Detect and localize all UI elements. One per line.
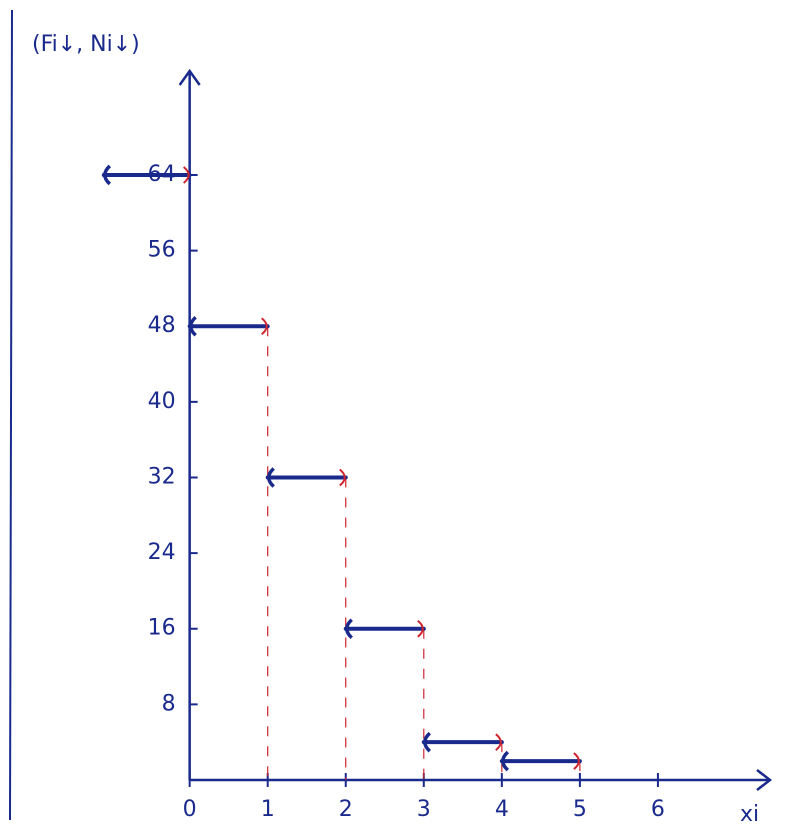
chart: (Fi↓, Ni↓) xi 8162432404856640123456	[0, 0, 795, 839]
x-axis-label: xi	[740, 802, 759, 827]
page-margin-line	[10, 10, 12, 820]
y-tick-label: 32	[148, 464, 176, 489]
x-tick-label: 5	[573, 797, 587, 822]
y-tick-label: 16	[148, 616, 176, 641]
y-tick-label: 48	[148, 313, 176, 338]
y-tick-label: 8	[162, 691, 176, 716]
y-tick-label: 56	[148, 238, 176, 263]
x-tick-label: 6	[651, 797, 665, 822]
x-tick-label: 1	[261, 797, 275, 822]
y-tick-label: 24	[148, 540, 176, 565]
y-axis-label: (Fi↓, Ni↓)	[32, 32, 140, 57]
x-tick-label: 4	[495, 797, 509, 822]
x-tick-label: 2	[339, 797, 353, 822]
y-tick-label: 40	[148, 389, 176, 414]
x-tick-label: 3	[417, 797, 431, 822]
x-tick-label: 0	[183, 797, 197, 822]
